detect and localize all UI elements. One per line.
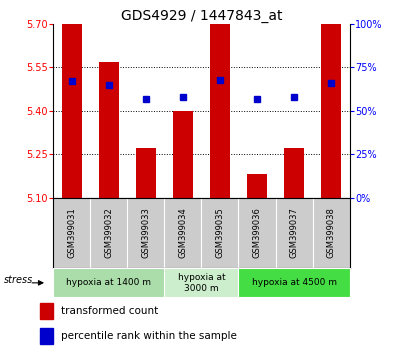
Text: hypoxia at
3000 m: hypoxia at 3000 m [178,273,225,292]
Text: GSM399035: GSM399035 [215,207,224,258]
Text: GSM399037: GSM399037 [290,207,299,258]
Text: stress: stress [4,275,34,285]
Title: GDS4929 / 1447843_at: GDS4929 / 1447843_at [121,9,282,23]
Bar [40,303,53,319]
Text: GSM399038: GSM399038 [327,207,336,258]
Text: hypoxia at 1400 m: hypoxia at 1400 m [66,278,151,287]
Bar [210,24,230,198]
Bar [173,111,193,198]
Text: GSM399034: GSM399034 [179,207,188,258]
Bar [284,148,304,198]
Bar [239,268,350,297]
Text: transformed count: transformed count [61,306,158,316]
Bar [62,24,82,198]
Bar [247,175,267,198]
Text: percentile rank within the sample: percentile rank within the sample [61,331,237,341]
Bar [164,268,239,297]
Text: GSM399036: GSM399036 [252,207,261,258]
Text: GSM399031: GSM399031 [67,207,76,258]
Text: GSM399033: GSM399033 [141,207,150,258]
Bar [321,24,341,198]
Text: GSM399032: GSM399032 [104,207,113,258]
Bar [99,62,119,198]
Text: hypoxia at 4500 m: hypoxia at 4500 m [252,278,337,287]
Bar [40,328,53,344]
Bar [53,268,164,297]
Bar [136,148,156,198]
